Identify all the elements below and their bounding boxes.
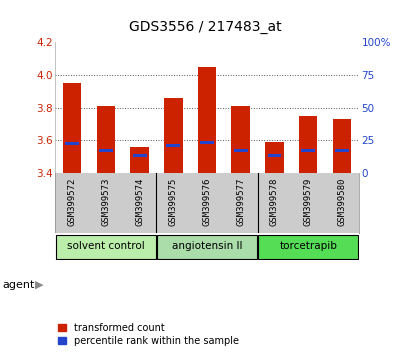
Text: solvent control: solvent control <box>67 241 144 251</box>
Bar <box>166 144 180 147</box>
Text: agent: agent <box>2 280 34 290</box>
FancyBboxPatch shape <box>257 235 357 259</box>
Bar <box>332 119 350 173</box>
Bar <box>298 116 317 173</box>
Bar <box>133 154 146 156</box>
Bar <box>231 106 249 173</box>
Text: GSM399574: GSM399574 <box>135 178 144 226</box>
FancyBboxPatch shape <box>156 235 257 259</box>
Text: GSM399576: GSM399576 <box>202 178 211 226</box>
Bar <box>197 67 216 173</box>
Legend: transformed count, percentile rank within the sample: transformed count, percentile rank withi… <box>58 323 238 346</box>
Text: angiotensin II: angiotensin II <box>171 241 242 251</box>
Text: ▶: ▶ <box>35 280 43 290</box>
Bar <box>97 106 115 173</box>
Text: GSM399573: GSM399573 <box>101 178 110 226</box>
Bar <box>130 147 148 173</box>
Text: GSM399575: GSM399575 <box>169 178 178 226</box>
Bar <box>265 142 283 173</box>
Text: GSM399578: GSM399578 <box>269 178 278 226</box>
Text: GSM399572: GSM399572 <box>67 178 76 226</box>
Bar <box>99 149 112 152</box>
Text: GDS3556 / 217483_at: GDS3556 / 217483_at <box>128 19 281 34</box>
Text: torcetrapib: torcetrapib <box>279 241 336 251</box>
FancyBboxPatch shape <box>56 235 156 259</box>
Bar <box>334 149 348 152</box>
Bar <box>301 149 315 152</box>
Bar <box>63 83 81 173</box>
Bar <box>267 154 281 156</box>
Text: GSM399580: GSM399580 <box>337 178 346 226</box>
Bar <box>233 149 247 152</box>
Text: GSM399577: GSM399577 <box>236 178 245 226</box>
Text: GSM399579: GSM399579 <box>303 178 312 226</box>
Bar <box>200 141 213 144</box>
Bar <box>65 142 79 145</box>
Bar <box>164 98 182 173</box>
